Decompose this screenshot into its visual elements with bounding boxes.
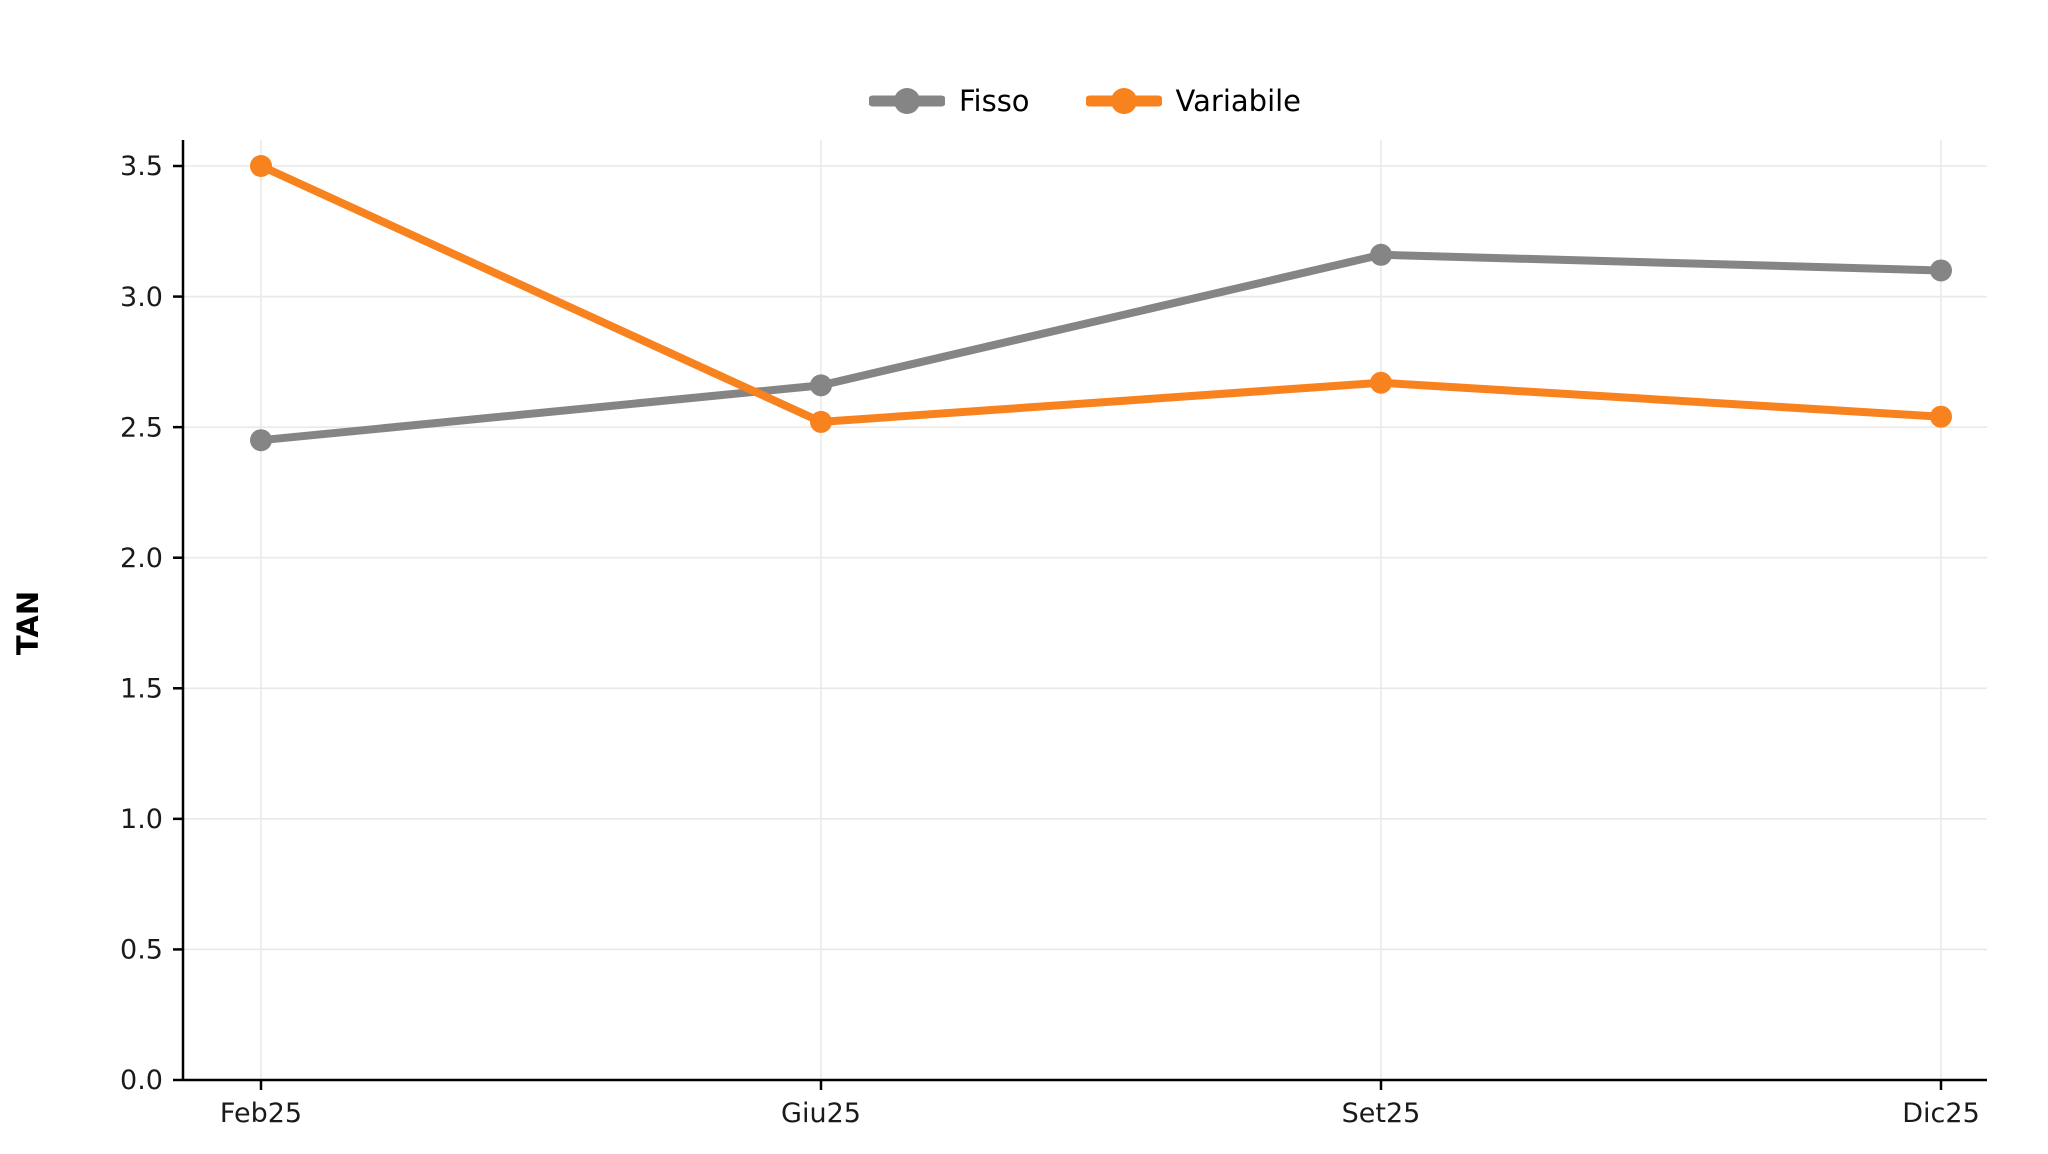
y-tick-label: 1.5 (120, 673, 163, 704)
y-tick-label: 3.5 (120, 151, 163, 182)
series-marker-fisso (810, 374, 832, 397)
y-tick-label: 3.0 (120, 282, 163, 313)
y-axis-label: TAN (11, 591, 45, 655)
y-tick-label: 0.5 (120, 935, 163, 966)
x-tick-label: Set25 (1342, 1098, 1421, 1129)
series-marker-variabile (810, 410, 832, 433)
y-tick-label: 1.0 (120, 804, 163, 835)
y-tick-label: 0.0 (120, 1065, 163, 1096)
series-marker-variabile (1370, 371, 1392, 394)
x-tick-label: Giu25 (781, 1098, 861, 1129)
y-tick-label: 2.0 (120, 543, 163, 574)
series-line-variabile (257, 162, 1945, 426)
series-line-fisso (257, 250, 1945, 445)
series-marker-fisso (1370, 243, 1392, 266)
series-marker-fisso (1930, 259, 1952, 282)
series-marker-fisso (250, 429, 272, 452)
x-tick-label: Dic25 (1902, 1098, 1980, 1129)
series-marker-variabile (1930, 405, 1952, 428)
y-tick-label: 2.5 (120, 412, 163, 443)
x-tick-label: Feb25 (220, 1098, 302, 1129)
series-marker-variabile (250, 155, 272, 177)
